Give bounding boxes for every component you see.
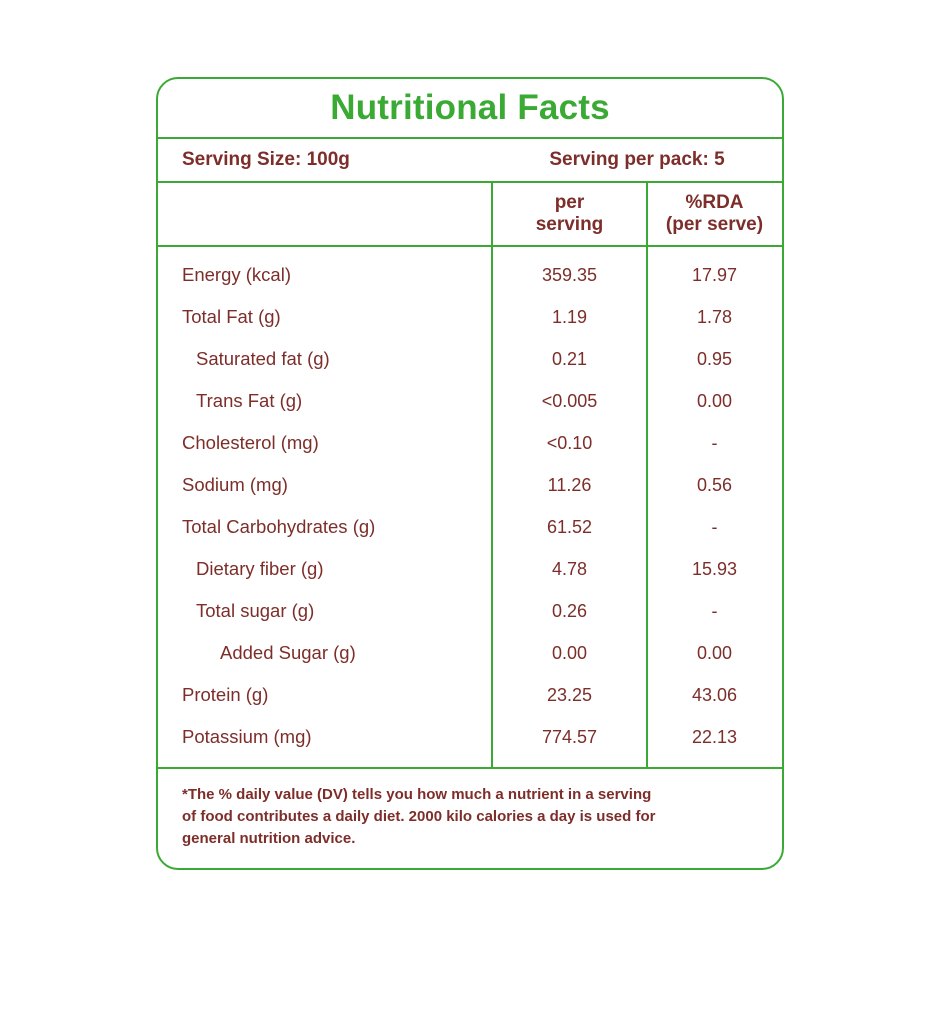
rda-value: 22.13 <box>691 726 738 747</box>
nutrient-label: Total sugar (g) <box>196 600 315 621</box>
nutrient-label: Potassium (mg) <box>182 726 312 747</box>
header-rda-line1: %RDA <box>685 192 744 213</box>
nutrient-label: Energy (kcal) <box>182 264 291 285</box>
rda-value: - <box>711 432 718 453</box>
nutrient-label: Cholesterol (mg) <box>182 432 319 453</box>
footnote-line-3: general nutrition advice. <box>182 830 356 847</box>
column-divider-1 <box>491 183 493 767</box>
table-row-added-sugar: Added Sugar (g) 0.00 0.00 <box>158 632 782 674</box>
table-row-sodium: Sodium (mg) 11.26 0.56 <box>158 464 782 506</box>
rda-value: - <box>711 516 718 537</box>
nutrient-label: Total Fat (g) <box>182 306 281 327</box>
serving-size-label: Serving Size: 100g <box>182 149 350 170</box>
nutrient-label: Trans Fat (g) <box>196 390 303 411</box>
table-header-row: per serving %RDA (per serve) <box>158 183 782 247</box>
table-row-energy: Energy (kcal) 359.35 17.97 <box>158 254 782 296</box>
column-divider-2 <box>646 183 648 767</box>
per-serving-value: 4.78 <box>551 558 588 579</box>
per-serving-value: 11.26 <box>547 474 592 495</box>
nutrition-facts-card: Nutritional Facts Serving Size: 100g Ser… <box>156 77 784 870</box>
header-rda-line2: (per serve) <box>665 214 764 235</box>
table-row-saturated-fat: Saturated fat (g) 0.21 0.95 <box>158 338 782 380</box>
per-serving-value: 23.25 <box>546 684 593 705</box>
nutrient-label: Saturated fat (g) <box>196 348 330 369</box>
per-serving-value: 1.19 <box>551 306 588 327</box>
rda-value: 17.97 <box>691 264 738 285</box>
nutrient-label: Total Carbohydrates (g) <box>182 516 376 537</box>
per-serving-value: 0.21 <box>551 348 588 369</box>
table-row-potassium: Potassium (mg) 774.57 22.13 <box>158 716 782 758</box>
nutrient-label: Protein (g) <box>182 684 269 705</box>
rda-value: 43.06 <box>691 684 738 705</box>
header-per-serving: per serving <box>492 192 647 236</box>
rda-value: - <box>711 600 718 621</box>
rda-value: 0.56 <box>696 474 733 495</box>
table-row-trans-fat: Trans Fat (g) <0.005 0.00 <box>158 380 782 422</box>
serving-per-pack-label: Serving per pack: 5 <box>549 149 725 170</box>
header-per-serving-line1: per <box>554 192 585 213</box>
table-row-dietary-fiber: Dietary fiber (g) 4.78 15.93 <box>158 548 782 590</box>
page-title: Nutritional Facts <box>330 88 610 127</box>
nutrient-label: Sodium (mg) <box>182 474 288 495</box>
header-rda: %RDA (per serve) <box>647 192 782 236</box>
per-serving-value: 774.57 <box>541 726 598 747</box>
footnote-line-2: of food contributes a daily diet. 2000 k… <box>182 808 656 825</box>
table-row-total-sugar: Total sugar (g) 0.26 - <box>158 590 782 632</box>
per-serving-value: 61.52 <box>546 516 593 537</box>
nutrient-label: Dietary fiber (g) <box>196 558 324 579</box>
rda-value: 15.93 <box>691 558 738 579</box>
per-serving-value: 359.35 <box>541 264 598 285</box>
table-row-total-fat: Total Fat (g) 1.19 1.78 <box>158 296 782 338</box>
header-per-serving-line2: serving <box>535 214 604 235</box>
nutrient-label: Added Sugar (g) <box>220 642 356 663</box>
rda-value: 0.00 <box>696 642 733 663</box>
table-row-total-carbohydrates: Total Carbohydrates (g) 61.52 - <box>158 506 782 548</box>
table-body: Energy (kcal) 359.35 17.97 Total Fat (g)… <box>158 247 782 767</box>
per-serving-value: 0.00 <box>551 642 588 663</box>
title-bar: Nutritional Facts <box>158 79 782 137</box>
per-serving-value: <0.005 <box>541 390 598 411</box>
rda-value: 1.78 <box>696 306 733 327</box>
table-row-cholesterol: Cholesterol (mg) <0.10 - <box>158 422 782 464</box>
per-serving-value: <0.10 <box>546 432 593 453</box>
nutrition-table: per serving %RDA (per serve) Energy (kca… <box>158 181 782 767</box>
serving-info-bar: Serving Size: 100g Serving per pack: 5 <box>158 137 782 181</box>
daily-value-footnote: *The % daily value (DV) tells you how mu… <box>158 767 782 868</box>
table-row-protein: Protein (g) 23.25 43.06 <box>158 674 782 716</box>
rda-value: 0.00 <box>696 390 733 411</box>
footnote-line-1: *The % daily value (DV) tells you how mu… <box>182 786 652 803</box>
per-serving-value: 0.26 <box>551 600 588 621</box>
rda-value: 0.95 <box>696 348 733 369</box>
